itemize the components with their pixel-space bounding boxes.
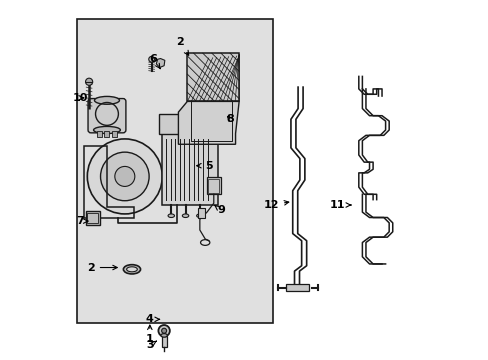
Bar bbox=[159, 114, 221, 134]
Ellipse shape bbox=[93, 126, 120, 134]
Ellipse shape bbox=[196, 214, 203, 217]
Text: 11: 11 bbox=[329, 200, 350, 210]
Circle shape bbox=[158, 325, 169, 337]
Ellipse shape bbox=[168, 214, 174, 217]
Bar bbox=[285, 284, 308, 292]
Bar bbox=[162, 337, 166, 347]
Circle shape bbox=[115, 166, 135, 186]
Text: 5: 5 bbox=[196, 161, 212, 171]
Polygon shape bbox=[178, 102, 239, 144]
Bar bbox=[97, 131, 102, 137]
Bar bbox=[104, 131, 109, 137]
Text: 10: 10 bbox=[72, 93, 88, 103]
Text: 4: 4 bbox=[145, 314, 159, 324]
Bar bbox=[187, 53, 239, 102]
Polygon shape bbox=[156, 59, 164, 67]
Circle shape bbox=[87, 139, 162, 214]
Bar bbox=[77, 19, 272, 323]
Text: 3: 3 bbox=[146, 340, 156, 350]
Text: 7: 7 bbox=[76, 216, 88, 226]
Text: 2: 2 bbox=[176, 37, 188, 55]
Bar bbox=[162, 134, 217, 205]
Bar bbox=[85, 211, 100, 225]
Circle shape bbox=[101, 152, 149, 201]
FancyBboxPatch shape bbox=[88, 99, 125, 133]
Text: 9: 9 bbox=[214, 205, 225, 215]
Bar bbox=[198, 207, 205, 217]
Bar bbox=[111, 131, 116, 137]
Circle shape bbox=[148, 57, 154, 62]
Ellipse shape bbox=[126, 267, 137, 272]
Text: 6: 6 bbox=[149, 54, 160, 69]
Ellipse shape bbox=[94, 96, 119, 104]
Ellipse shape bbox=[182, 214, 188, 217]
Circle shape bbox=[85, 78, 93, 85]
Bar bbox=[208, 179, 219, 193]
Bar bbox=[87, 212, 98, 223]
Ellipse shape bbox=[161, 334, 167, 337]
Text: 8: 8 bbox=[226, 114, 234, 124]
Ellipse shape bbox=[123, 265, 140, 274]
Circle shape bbox=[162, 328, 166, 333]
Text: 12: 12 bbox=[263, 200, 288, 210]
Text: 2: 2 bbox=[87, 262, 117, 273]
Bar bbox=[206, 177, 220, 194]
Text: 1: 1 bbox=[145, 325, 153, 344]
